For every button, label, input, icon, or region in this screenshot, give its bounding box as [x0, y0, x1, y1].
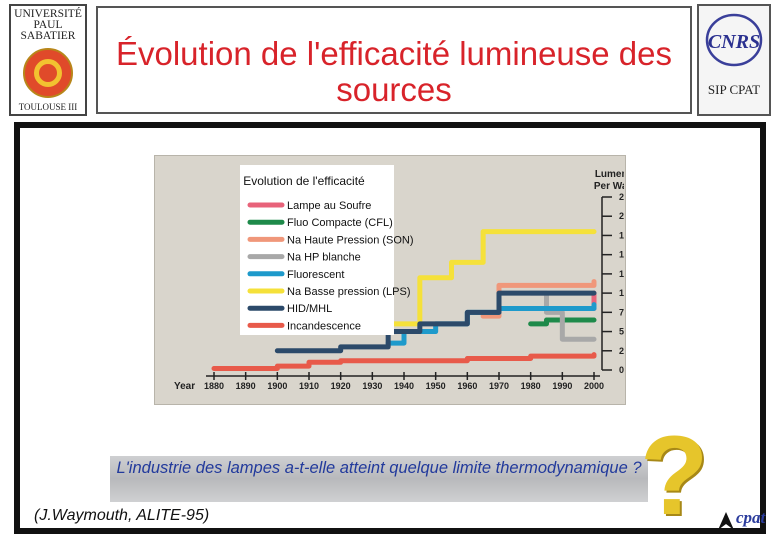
seal-icon [23, 48, 73, 98]
university-city: TOULOUSE III [18, 102, 78, 112]
y-tick-label: 150 [619, 250, 624, 260]
x-tick-label: 1900 [267, 381, 287, 391]
y-tick-label: 50 [619, 327, 624, 337]
x-tick-label: 1880 [204, 381, 224, 391]
x-tick-label: 1960 [457, 381, 477, 391]
cnrs-logo: CNRS SIP CPAT [697, 4, 771, 116]
credit-text: (J.Waymouth, ALITE-95) [34, 507, 210, 524]
logo-line-2: PAUL [33, 19, 63, 31]
legend-label-3: Na Haute Pression (SON) [287, 234, 414, 246]
x-tick-label: 2000 [584, 381, 604, 391]
title-box: Évolution de l'efficacité lumineuse des … [96, 6, 692, 114]
cnrs-mark-icon: CNRS [705, 13, 763, 67]
cpat-brand: cpat [736, 508, 766, 527]
y-tick-label: 175 [619, 230, 624, 240]
question-banner: L'industrie des lampes a-t-elle atteint … [110, 456, 648, 502]
legend-label-1: Lampe au Soufre [287, 200, 371, 212]
chart-title: Evolution de l'efficacité [243, 174, 365, 188]
logo-line-1: UNIVERSITÉ [14, 8, 82, 20]
x-tick-label: 1910 [299, 381, 319, 391]
legend-label-7: HID/MHL [287, 303, 332, 315]
y-axis-label-line-2: Per Watt [594, 181, 624, 192]
y-tick-label: 75 [619, 307, 624, 317]
y-tick-label: 25 [619, 346, 624, 356]
legend-label-2: Fluo Compacte (CFL) [287, 217, 393, 229]
legend-label-5: Fluorescent [287, 269, 344, 281]
series-line-6 [385, 229, 597, 327]
y-tick-label: 0 [619, 365, 624, 375]
x-tick-label: 1940 [394, 381, 414, 391]
x-tick-label: 1930 [362, 381, 382, 391]
legend-label-4: Na HP blanche [287, 252, 361, 264]
cnrs-sub: SIP CPAT [707, 82, 761, 97]
efficacy-chart: Evolution de l'efficacité Lampe au Soufr… [174, 165, 624, 392]
series-line-8 [211, 352, 597, 371]
series-line-2 [528, 317, 597, 327]
logo-line-3: SABATIER [20, 30, 76, 42]
x-tick-label: 1890 [236, 381, 256, 391]
university-name: UNIVERSITÉ PAUL SABATIER [11, 8, 85, 42]
university-logo: UNIVERSITÉ PAUL SABATIER TOULOUSE III [9, 4, 87, 116]
question-mark-icon: ? [640, 413, 709, 538]
page-title: Évolution de l'efficacité lumineuse des … [115, 35, 673, 108]
x-tick-label: 1920 [331, 381, 351, 391]
series-line-4 [528, 290, 597, 342]
cpat-logo-icon [718, 512, 734, 530]
y-tick-label: 100 [619, 288, 624, 298]
x-tick-label: 1980 [521, 381, 541, 391]
series-line-3 [480, 279, 597, 319]
x-axis-label: Year [174, 381, 195, 392]
y-tick-label: 200 [619, 211, 624, 221]
question-text: L'industrie des lampes a-t-elle atteint … [116, 459, 642, 477]
x-tick-label: 1950 [426, 381, 446, 391]
y-tick-label: 125 [619, 269, 624, 279]
cnrs-brand: CNRS [708, 31, 760, 53]
x-tick-label: 1970 [489, 381, 509, 391]
series-line-7 [274, 290, 597, 354]
y-tick-label: 225 [619, 192, 624, 202]
legend-label-6: Na Basse pression (LPS) [287, 286, 411, 298]
x-tick-label: 1990 [552, 381, 572, 391]
legend-label-8: Incandescence [287, 320, 361, 332]
y-axis-label-line-1: Lumens [595, 169, 624, 180]
